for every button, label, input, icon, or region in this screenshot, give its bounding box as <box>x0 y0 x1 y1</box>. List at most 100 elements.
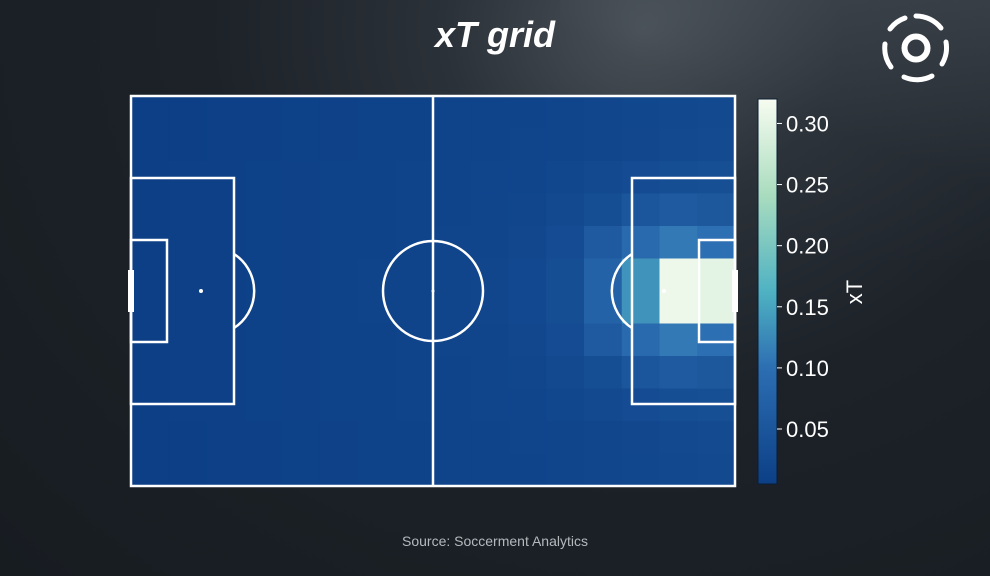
heatmap-cell <box>584 323 623 357</box>
heatmap-cell <box>470 291 509 324</box>
heatmap-cell <box>433 453 472 487</box>
heatmap-cell <box>470 96 509 129</box>
heatmap-cell <box>206 421 245 454</box>
heatmap-cell <box>206 193 245 227</box>
heatmap-cell <box>319 193 358 227</box>
heatmap-cell <box>357 226 396 259</box>
colorbar-tick-label: 0.30 <box>786 111 829 136</box>
heatmap-cell <box>357 193 396 227</box>
heatmap-cell <box>168 323 207 357</box>
heatmap-cell <box>395 356 434 389</box>
heatmap-cell <box>470 323 509 357</box>
heatmap-cell <box>395 161 434 194</box>
heatmap-cell <box>621 356 660 389</box>
heatmap-cell <box>168 421 207 454</box>
heatmap-cell <box>697 453 736 487</box>
heatmap-cell <box>282 193 321 227</box>
heatmap-cell <box>357 258 396 292</box>
heatmap-cell <box>131 323 170 357</box>
heatmap-cell <box>282 421 321 454</box>
heatmap-cell <box>546 96 585 129</box>
heatmap-cell <box>697 421 736 454</box>
heatmap-cell <box>206 453 245 487</box>
colorbar-tick-label: 0.25 <box>786 173 829 198</box>
centre-spot <box>431 289 435 293</box>
heatmap-cell <box>131 421 170 454</box>
heatmap-cell <box>319 161 358 194</box>
heatmap-cell <box>621 291 660 324</box>
heatmap-cell <box>697 226 736 259</box>
heatmap-cell <box>584 356 623 389</box>
heatmap-cell <box>319 226 358 259</box>
heatmap-cell <box>621 96 660 129</box>
heatmap-cell <box>395 388 434 422</box>
heatmap-cell <box>244 453 283 487</box>
heatmap-cell <box>621 421 660 454</box>
heatmap-cell <box>584 128 623 162</box>
heatmap-cell <box>546 161 585 194</box>
heatmap-cell <box>395 128 434 162</box>
colorbar-tick-label: 0.10 <box>786 356 829 381</box>
heatmap-cell <box>508 453 547 487</box>
heatmap-cell <box>357 421 396 454</box>
heatmap-cell <box>621 453 660 487</box>
heatmap-cell <box>659 226 698 259</box>
heatmap-cell <box>433 96 472 129</box>
heatmap-cell <box>508 323 547 357</box>
heatmap-cell <box>206 291 245 324</box>
heatmap-cell <box>282 388 321 422</box>
heatmap-cell <box>319 323 358 357</box>
heatmap-cell <box>357 128 396 162</box>
heatmap-cell <box>168 128 207 162</box>
heatmap-cell <box>357 291 396 324</box>
heatmap-cell <box>697 193 736 227</box>
heatmap-cell <box>470 258 509 292</box>
heatmap-cell <box>282 258 321 292</box>
heatmap-cell <box>395 291 434 324</box>
heatmap-cell <box>621 258 660 292</box>
heatmap-cell <box>470 161 509 194</box>
heatmap-cell <box>319 96 358 129</box>
heatmap-cell <box>244 96 283 129</box>
heatmap-cell <box>282 356 321 389</box>
heatmap-cell <box>508 161 547 194</box>
heatmap-cell <box>470 388 509 422</box>
heatmap-cell <box>508 421 547 454</box>
colorbar-ticks: 0.05 0.10 0.15 0.20 0.25 0.30 <box>777 111 829 442</box>
heatmap-cell <box>244 356 283 389</box>
heatmap-cell <box>206 226 245 259</box>
heatmap-cell <box>357 323 396 357</box>
colorbar-tick-label: 0.15 <box>786 295 829 320</box>
heatmap-cell <box>470 128 509 162</box>
heatmap-cell <box>584 388 623 422</box>
heatmap-cell <box>168 356 207 389</box>
heatmap-cell <box>395 258 434 292</box>
heatmap-cell <box>282 291 321 324</box>
heatmap-cell <box>546 323 585 357</box>
heatmap-cell <box>131 356 170 389</box>
heatmap-cell <box>433 421 472 454</box>
heatmap-cell <box>168 453 207 487</box>
centre-circle <box>381 239 485 343</box>
heatmap-cell <box>131 193 170 227</box>
heatmap-cell <box>659 96 698 129</box>
heatmap-cell <box>546 421 585 454</box>
heatmap-cell <box>470 226 509 259</box>
heatmap-cell <box>319 128 358 162</box>
heatmap-cell <box>546 193 585 227</box>
heatmap-cell <box>621 226 660 259</box>
right-penalty-arc <box>610 252 633 330</box>
heatmap-cell <box>584 421 623 454</box>
right-penalty-spot <box>662 289 666 293</box>
heatmap-cell <box>282 128 321 162</box>
heatmap-cell <box>131 258 170 292</box>
heatmap-cell <box>206 323 245 357</box>
left-penalty-spot <box>199 289 203 293</box>
heatmap-cell <box>697 291 736 324</box>
heatmap-cell <box>357 96 396 129</box>
colorbar-tick-label: 0.05 <box>786 417 829 442</box>
heatmap-cell <box>697 323 736 357</box>
heatmap-cell <box>508 356 547 389</box>
heatmap-cell <box>433 193 472 227</box>
